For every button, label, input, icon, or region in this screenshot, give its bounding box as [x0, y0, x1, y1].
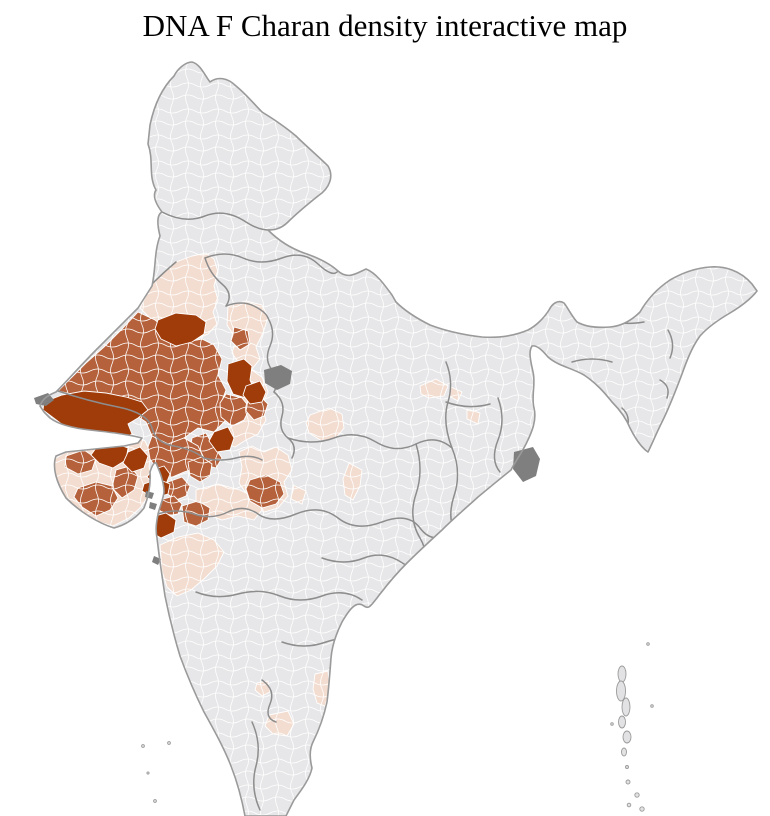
sundarbans-delta-area	[513, 447, 540, 482]
lakshadweep-islands	[141, 741, 171, 803]
map-title: DNA F Charan density interactive map	[142, 8, 628, 43]
district-h9[interactable]	[208, 426, 235, 453]
district-h1[interactable]	[154, 312, 207, 347]
andaman-nicobar-islands	[610, 642, 654, 812]
density-districts-high	[42, 312, 267, 539]
coastal-creek-2	[149, 502, 157, 510]
district-h5[interactable]	[122, 446, 149, 473]
district-h10[interactable]	[242, 380, 267, 405]
central-dark-area	[264, 365, 292, 390]
